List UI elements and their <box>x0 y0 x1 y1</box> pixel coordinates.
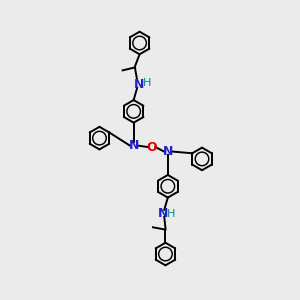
Text: N: N <box>128 139 139 152</box>
Text: N: N <box>158 207 168 220</box>
Text: H: H <box>142 78 151 88</box>
Text: N: N <box>134 77 144 91</box>
Text: H: H <box>167 209 175 219</box>
Text: O: O <box>146 140 157 154</box>
Text: N: N <box>163 145 173 158</box>
